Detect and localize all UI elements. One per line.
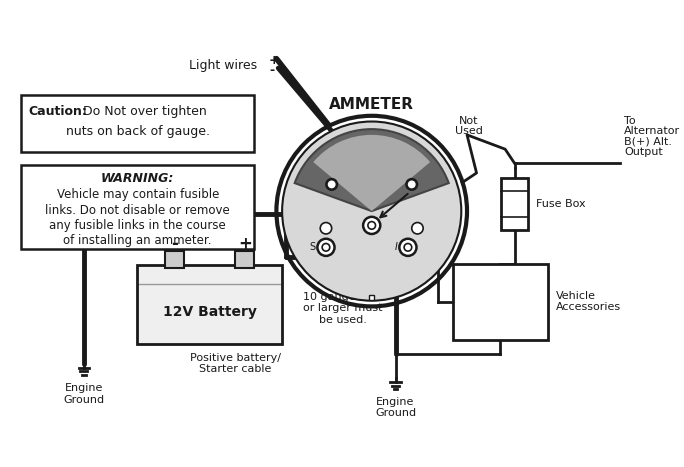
Text: Used: Used — [455, 126, 483, 136]
Text: Engine: Engine — [376, 397, 415, 407]
Text: Ground: Ground — [375, 408, 416, 418]
Text: -: - — [171, 234, 178, 253]
Text: Not: Not — [459, 115, 479, 126]
Text: -: - — [269, 64, 275, 77]
Text: Fuse Box: Fuse Box — [536, 199, 586, 209]
Text: WARNING:: WARNING: — [101, 172, 174, 185]
Text: Do Not over tighten: Do Not over tighten — [83, 106, 207, 119]
FancyBboxPatch shape — [137, 265, 282, 344]
Bar — [21, 95, 254, 152]
Text: Engine: Engine — [65, 383, 103, 393]
Text: Positive battery/: Positive battery/ — [190, 353, 281, 363]
Text: Alternator: Alternator — [624, 126, 681, 136]
Text: links. Do not disable or remove: links. Do not disable or remove — [45, 204, 230, 217]
Circle shape — [399, 239, 417, 256]
Circle shape — [368, 221, 376, 229]
Text: S: S — [310, 242, 316, 252]
Text: Accessories: Accessories — [555, 302, 621, 312]
Text: To: To — [624, 115, 636, 126]
Text: of installing an ammeter.: of installing an ammeter. — [64, 234, 212, 247]
Bar — [235, 251, 254, 268]
Text: I: I — [395, 242, 398, 252]
Text: 12V Battery: 12V Battery — [163, 305, 256, 319]
Bar — [21, 165, 254, 249]
Text: nuts on back of gauge.: nuts on back of gauge. — [66, 125, 210, 138]
Circle shape — [407, 180, 417, 189]
Circle shape — [406, 179, 417, 190]
Text: any fusible links in the course: any fusible links in the course — [49, 219, 226, 232]
Circle shape — [317, 239, 334, 256]
Bar — [501, 178, 528, 230]
Text: 10 gauge wire: 10 gauge wire — [303, 292, 383, 302]
Text: +: + — [238, 234, 252, 253]
Text: Light wires: Light wires — [189, 59, 257, 72]
Bar — [165, 251, 184, 268]
Bar — [369, 295, 374, 300]
Text: B(+) Alt.: B(+) Alt. — [624, 136, 672, 147]
Text: Ground: Ground — [64, 395, 105, 405]
Circle shape — [326, 179, 337, 190]
Circle shape — [282, 121, 461, 301]
Wedge shape — [313, 135, 430, 211]
Text: AMMETER: AMMETER — [329, 97, 415, 112]
Text: Output: Output — [624, 147, 663, 157]
Text: Caution:: Caution: — [29, 106, 88, 119]
Text: Vehicle: Vehicle — [555, 291, 596, 301]
Circle shape — [404, 243, 412, 251]
Text: or larger must: or larger must — [304, 304, 383, 313]
Circle shape — [363, 217, 380, 234]
Circle shape — [327, 180, 337, 189]
Circle shape — [320, 223, 332, 234]
Bar — [453, 263, 548, 340]
Wedge shape — [295, 129, 449, 211]
Text: +: + — [269, 54, 279, 67]
Circle shape — [412, 223, 423, 234]
Text: Vehicle may contain fusible: Vehicle may contain fusible — [57, 188, 219, 201]
Text: be used.: be used. — [319, 315, 367, 325]
Text: Starter cable: Starter cable — [199, 364, 272, 375]
Circle shape — [322, 243, 330, 251]
